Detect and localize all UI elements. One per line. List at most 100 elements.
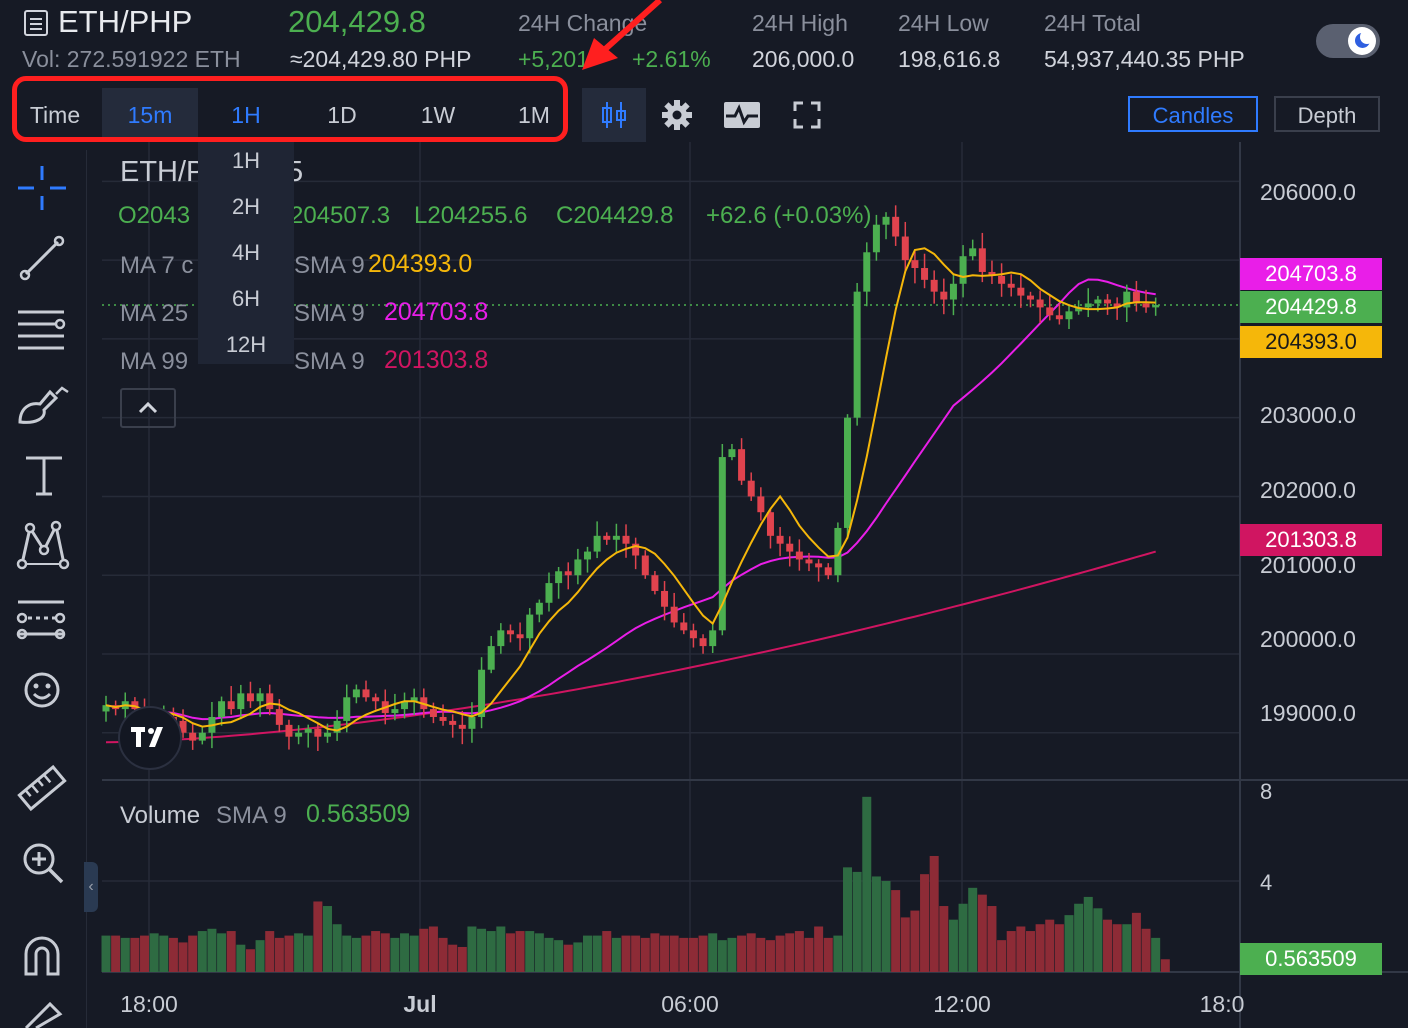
volume-series xyxy=(101,796,1170,972)
volume-bar xyxy=(332,924,342,972)
volume-bar xyxy=(342,935,352,972)
dropdown-item-12h[interactable]: 12H xyxy=(225,332,267,357)
emoji-icon[interactable] xyxy=(22,670,62,710)
candle-body xyxy=(988,271,996,276)
ma7-line xyxy=(105,247,1156,732)
interval-1w[interactable]: 1W xyxy=(420,102,456,128)
volume-bar xyxy=(650,933,660,972)
volume-bar xyxy=(111,935,121,972)
zoom-in-icon[interactable] xyxy=(20,840,66,886)
volume-bar xyxy=(977,894,987,972)
candle-body xyxy=(1046,307,1054,316)
candle-body xyxy=(285,724,293,737)
candle-body xyxy=(198,732,206,741)
theme-toggle[interactable] xyxy=(1316,24,1380,58)
candle-body xyxy=(497,630,505,647)
horizontal-lines-icon[interactable] xyxy=(16,306,68,352)
volume-bar xyxy=(1035,924,1045,972)
volume-bar xyxy=(708,933,718,972)
candle-body xyxy=(555,571,563,584)
candle-body xyxy=(1132,291,1140,304)
volume-bar xyxy=(1045,919,1055,972)
candle-body xyxy=(641,555,649,576)
interval-1h[interactable]: 1H xyxy=(231,102,261,128)
collapse-sidebar-handle[interactable]: ‹ xyxy=(84,862,98,912)
chart-type-button[interactable] xyxy=(582,88,646,142)
interval-1d[interactable]: 1D xyxy=(327,102,357,128)
volume-bar xyxy=(794,931,804,972)
change-abs: +5,201 xyxy=(518,46,589,72)
candle-body xyxy=(266,693,274,710)
high-label: 24H High xyxy=(752,10,848,36)
brush-icon[interactable] xyxy=(16,382,72,428)
candle-body xyxy=(709,630,717,647)
price-chart[interactable]: 206000.0 203000.0 202000.0 201000.0 200000.0… xyxy=(0,142,1408,1028)
candle-body xyxy=(824,567,832,576)
ma7-label: MA 7 c xyxy=(120,252,194,279)
pattern-tool-icon[interactable] xyxy=(16,520,70,570)
interval-1m[interactable]: 1M xyxy=(518,102,550,128)
tradingview-logo-icon xyxy=(131,727,163,747)
price-tick: 202000.0 xyxy=(1260,477,1356,503)
candle-body xyxy=(372,697,380,702)
volume-bar xyxy=(457,946,467,972)
candle-body xyxy=(815,563,823,568)
candle-body xyxy=(959,256,967,284)
crosshair-icon[interactable] xyxy=(16,164,68,212)
volume-bar xyxy=(438,937,448,972)
volume-bar xyxy=(159,935,169,972)
magnet-icon[interactable] xyxy=(20,934,64,978)
volume-bar xyxy=(1131,912,1141,972)
dropdown-item-6h[interactable]: 6H xyxy=(231,286,261,311)
volume-bar xyxy=(602,931,612,972)
volume-bar xyxy=(245,949,255,972)
axes: 206000.0 203000.0 202000.0 201000.0 200000.0… xyxy=(120,179,1356,1017)
depth-button[interactable]: Depth xyxy=(1274,96,1380,132)
time-tick: 18:0 xyxy=(1200,991,1245,1017)
trend-line-icon[interactable] xyxy=(18,234,66,282)
total-label: 24H Total xyxy=(1044,10,1141,36)
candle-body xyxy=(1026,295,1034,300)
volume-bar xyxy=(1016,926,1026,972)
price-tick: 200000.0 xyxy=(1260,626,1356,652)
candle-body xyxy=(689,630,697,639)
volume-bar xyxy=(496,926,506,972)
volume-bar xyxy=(1083,896,1093,972)
dropdown-item-4h[interactable]: 4H xyxy=(231,240,261,265)
volume-bar xyxy=(852,871,862,972)
ma7-price-tag: 204393.0 xyxy=(1240,326,1382,358)
volume-bar xyxy=(1160,959,1170,972)
candles-button[interactable]: Candles xyxy=(1128,96,1258,132)
volume-bar xyxy=(351,937,361,972)
symbol-title[interactable]: ETH/PHP xyxy=(58,4,193,39)
settings-button[interactable] xyxy=(654,92,700,138)
candle-body xyxy=(612,535,620,540)
candle-body xyxy=(458,724,466,729)
volume-bar xyxy=(948,919,958,972)
interval-15m[interactable]: 15m xyxy=(102,88,198,142)
candle-body xyxy=(1142,303,1150,308)
measure-tool-icon[interactable] xyxy=(16,596,68,642)
candle-body xyxy=(314,728,322,737)
arrow-annotation xyxy=(582,0,663,70)
pencil-icon[interactable] xyxy=(20,1002,64,1028)
list-icon[interactable] xyxy=(24,10,48,36)
volume-bar xyxy=(544,937,554,972)
fullscreen-icon xyxy=(793,101,821,129)
volume-bar xyxy=(631,935,641,972)
indicators-button[interactable] xyxy=(718,92,766,138)
dropdown-item-1h[interactable]: 1H xyxy=(231,148,261,173)
volume-bar xyxy=(920,874,930,972)
legend-collapse-button[interactable] xyxy=(120,388,176,428)
candle-body xyxy=(844,417,852,528)
volume-bar xyxy=(785,933,795,972)
dropdown-item-2h[interactable]: 2H xyxy=(231,194,261,219)
price-tick: 201000.0 xyxy=(1260,552,1356,578)
volume-label: Volume xyxy=(120,802,201,829)
ruler-icon[interactable] xyxy=(16,762,68,814)
candle-body xyxy=(670,606,678,623)
candle-body xyxy=(1152,305,1160,308)
ohlc-close: C204429.8 xyxy=(556,202,674,229)
text-tool-icon[interactable] xyxy=(22,452,66,498)
fullscreen-button[interactable] xyxy=(784,92,830,138)
